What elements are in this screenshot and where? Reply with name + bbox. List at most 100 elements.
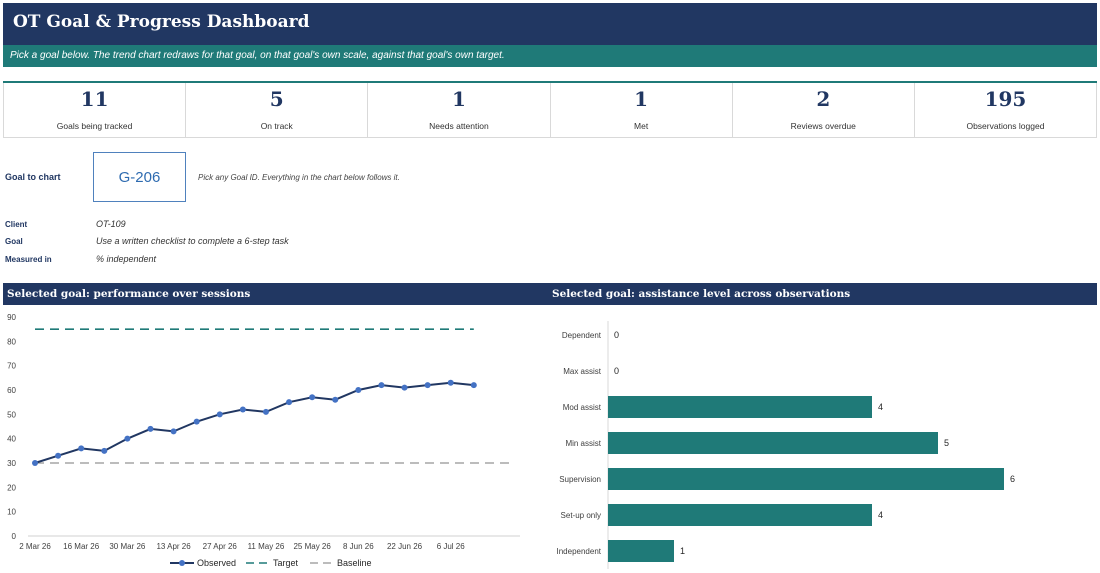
x-tick-label: 30 Mar 26 [109, 542, 146, 551]
goal-selector-input[interactable]: G-206 [93, 152, 186, 202]
observed-point [147, 425, 154, 432]
category-label: Max assist [563, 367, 602, 376]
category-label: Min assist [565, 439, 601, 448]
kpi-label: Observations logged [966, 121, 1045, 131]
category-label: Set-up only [561, 511, 601, 520]
category-label: Mod assist [563, 403, 602, 412]
bar-value-label: 4 [878, 402, 883, 412]
category-label: Dependent [562, 331, 602, 340]
x-tick-label: 13 Apr 26 [156, 542, 191, 551]
client-label: Client [5, 220, 28, 229]
kpi-label: Goals being tracked [56, 121, 133, 131]
kpi-value: 5 [269, 87, 284, 111]
bar-value-label: 4 [878, 510, 883, 520]
y-tick-label: 50 [7, 410, 16, 419]
bar-value-label: 0 [614, 330, 619, 340]
kpi-reviews-overdue: 2 Reviews overdue [732, 83, 915, 138]
kpi-goals-tracked: 11 Goals being tracked [3, 83, 187, 138]
x-tick-label: 27 Apr 26 [203, 542, 238, 551]
y-tick-label: 10 [7, 508, 16, 517]
assistance-bar [608, 504, 872, 526]
kpi-met: 1 Met [550, 83, 733, 138]
observed-point [262, 408, 269, 415]
x-tick-label: 8 Jun 26 [343, 542, 374, 551]
kpi-label: Needs attention [429, 121, 489, 131]
assistance-bar-chart: Dependent 0 Max assist 0 Mod assist 4 Min assi… [557, 321, 1015, 569]
kpi-value: 195 [984, 87, 1027, 111]
goal-label: Goal [5, 237, 23, 246]
y-tick-label: 70 [7, 362, 16, 371]
observed-point [401, 384, 408, 391]
observed-point [332, 396, 339, 403]
client-value: OT-109 [96, 219, 126, 229]
y-tick-label: 0 [12, 532, 17, 541]
observed-point [355, 387, 362, 393]
legend-baseline-label: Baseline [337, 558, 372, 568]
bar-value-label: 0 [614, 366, 619, 376]
page-title: OT Goal & Progress Dashboard [13, 12, 310, 32]
dashboard-header: OT Goal & Progress Dashboard [3, 3, 1097, 45]
y-tick-label: 80 [7, 337, 16, 346]
goal-selector-hint: Pick any Goal ID. Everything in the char… [198, 173, 400, 182]
assistance-bar [608, 396, 872, 418]
instructions-text: Pick a goal below. The trend chart redra… [10, 50, 505, 61]
kpi-strip: 11 Goals being tracked 5 On track 1 Need… [3, 81, 1098, 138]
assistance-chart-title: Selected goal: assistance level across o… [552, 288, 851, 300]
kpi-value: 11 [80, 87, 109, 111]
assistance-bar [608, 432, 938, 454]
observed-point [78, 445, 85, 452]
x-tick-label: 6 Jul 26 [437, 542, 466, 551]
assistance-bar [608, 468, 1004, 490]
observed-series-line [34, 381, 474, 464]
kpi-on-track: 5 On track [186, 83, 369, 138]
kpi-value: 1 [451, 87, 466, 111]
kpi-label: Reviews overdue [790, 121, 856, 131]
bar-value-label: 5 [944, 438, 949, 448]
observed-point [216, 411, 223, 418]
y-tick-label: 30 [7, 459, 16, 468]
bar-value-label: 1 [680, 546, 685, 556]
category-label: Supervision [559, 475, 601, 484]
legend-observed-label: Observed [197, 558, 236, 568]
kpi-value: 1 [634, 87, 649, 111]
instructions-bar: Pick a goal below. The trend chart redra… [3, 45, 1097, 67]
observed-point [424, 382, 431, 389]
observed-point [239, 406, 246, 413]
y-tick-label: 20 [7, 483, 16, 492]
observed-point [193, 418, 200, 425]
observed-point [124, 435, 131, 442]
kpi-label: Met [634, 121, 649, 131]
trend-section-header: Selected goal: performance over sessions [3, 283, 548, 305]
kpi-needs-attention: 1 Needs attention [368, 83, 551, 138]
x-tick-label: 2 Mar 26 [19, 542, 51, 551]
x-tick-label: 22 Jun 26 [387, 542, 423, 551]
x-tick-label: 16 Mar 26 [63, 542, 100, 551]
goal-value: Use a written checklist to complete a 6-… [96, 236, 289, 246]
category-label: Independent [557, 547, 602, 556]
measure-label: Measured in [5, 255, 52, 264]
trend-chart-title: Selected goal: performance over sessions [7, 288, 251, 300]
y-tick-label: 90 [7, 313, 16, 322]
observed-point [447, 379, 454, 386]
performance-line-chart: 0 10 20 30 40 50 60 70 80 90 2 Mar 26 16 Mar 26 30 M… [7, 313, 520, 568]
legend-target-label: Target [273, 558, 299, 568]
y-tick-label: 40 [7, 435, 16, 444]
observed-point [170, 428, 177, 435]
bar-value-label: 6 [1010, 474, 1015, 484]
x-tick-label: 11 May 26 [248, 542, 285, 551]
observed-point [470, 382, 477, 389]
kpi-observations-logged: 195 Observations logged [914, 83, 1098, 138]
kpi-value: 2 [816, 87, 831, 111]
assistance-section-header: Selected goal: assistance level across o… [548, 283, 1097, 305]
observed-point [378, 382, 385, 389]
observed-point [101, 447, 108, 454]
goal-selector-label: Goal to chart [5, 172, 61, 182]
y-tick-label: 60 [7, 386, 16, 395]
x-tick-label: 25 May 26 [293, 542, 331, 551]
observed-point [55, 452, 62, 459]
observed-point [286, 399, 293, 406]
kpi-label: On track [260, 121, 293, 131]
legend-observed-marker [179, 560, 185, 566]
observed-point [32, 460, 38, 466]
measure-value: % independent [96, 254, 157, 264]
